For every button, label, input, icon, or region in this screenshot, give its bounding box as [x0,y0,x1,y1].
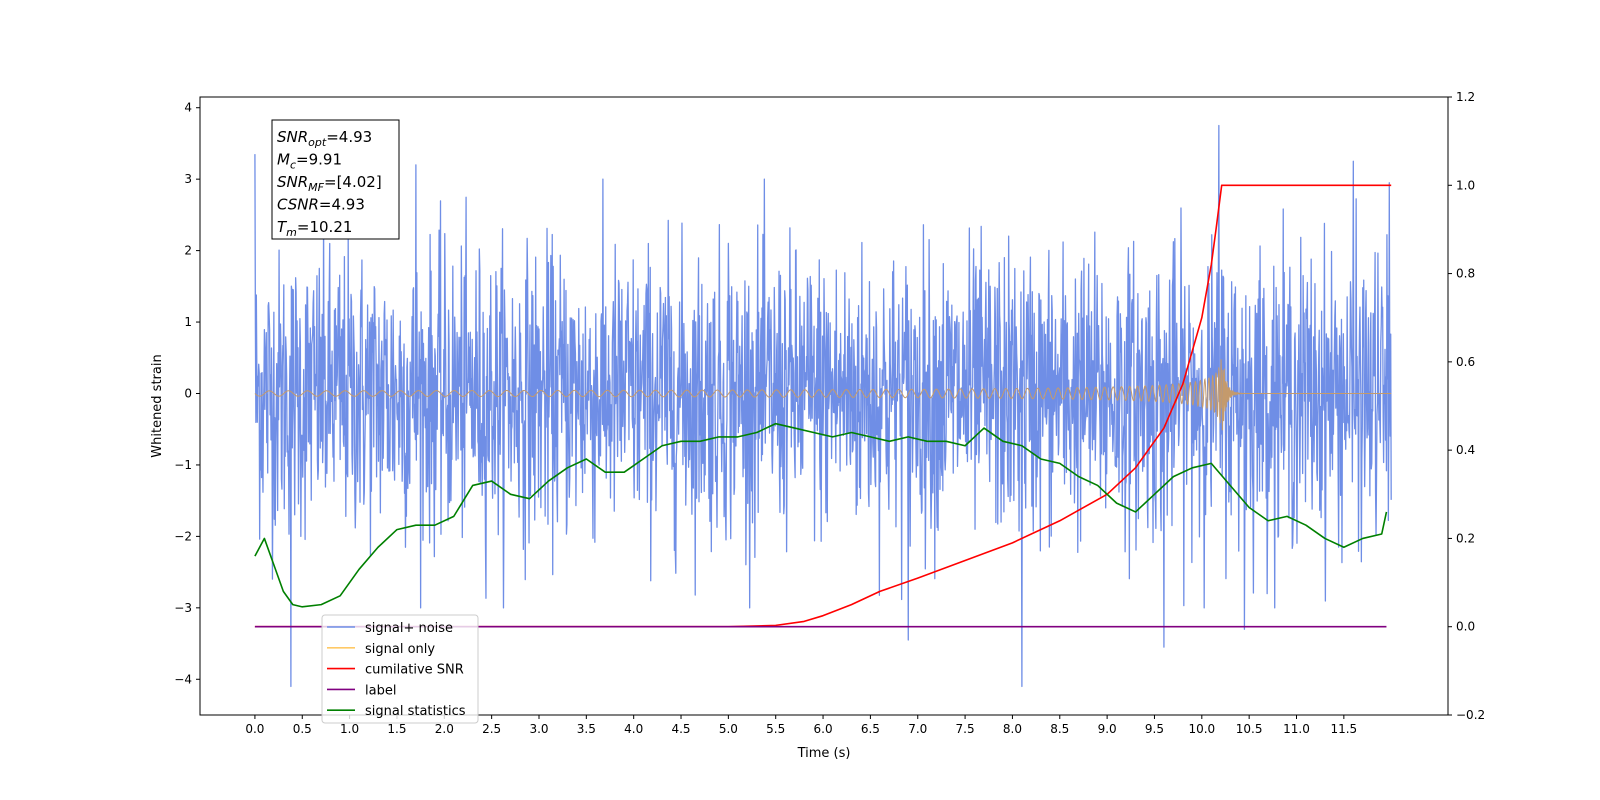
legend-entry: signal+ noise [365,621,453,636]
y-tick-label: −3 [174,601,192,615]
y-tick-label: −4 [174,672,192,686]
annotation-symbol: SNR [277,173,308,191]
x-tick-label: 11.0 [1283,722,1310,736]
annotation-symbol: SNR [277,128,308,146]
x-tick-label: 0.5 [293,722,312,736]
annotation-symbol: T [277,218,288,236]
y-tick-label: 4 [184,101,192,115]
annotation-subscript: opt [308,136,327,149]
x-tick-label: 11.5 [1330,722,1357,736]
x-tick-label: 5.5 [766,722,785,736]
x-tick-label: 8.0 [1003,722,1022,736]
x-axis-label: Time (s) [797,746,851,761]
x-tick-label: 3.5 [577,722,596,736]
x-tick-label: 3.0 [529,722,548,736]
x-tick-label: 10.0 [1188,722,1215,736]
x-tick-label: 7.0 [908,722,927,736]
plot-frame [199,96,1449,716]
x-tick-label: 6.0 [814,722,833,736]
y2-tick-label: 0.4 [1456,443,1475,457]
legend-entry: label [365,683,396,698]
legend-entry: signal statistics [365,704,466,719]
y-tick-label: 3 [184,172,192,186]
annotation-symbol: M [277,151,290,169]
y2-tick-label: 1.0 [1456,178,1475,192]
series-cumulative-snr [254,184,1392,628]
annotation-line: SNRopt=4.93 [277,128,372,149]
annotation-subscript: c [290,159,296,172]
x-tick-label: 10.5 [1236,722,1263,736]
annotation-line: CSNR=4.93 [277,196,365,214]
x-tick-label: 1.0 [340,722,359,736]
annotation-line: Tm=10.21 [277,218,352,239]
y2-tick-label: 1.2 [1456,90,1475,104]
y-tick-label: 2 [184,244,192,258]
y2-tick-label: 0.0 [1456,620,1475,634]
x-tick-label: 9.0 [1098,722,1117,736]
y-tick-label: 0 [184,386,192,400]
annotation-value: =9.91 [296,151,342,169]
x-tick-label: 5.0 [719,722,738,736]
y-tick-label: −1 [174,458,192,472]
y-tick-label: −2 [174,529,192,543]
y2-tick-label: −0.2 [1456,708,1485,722]
x-tick-label: 4.5 [671,722,690,736]
x-tick-label: 9.5 [1145,722,1164,736]
legend-entry: cumilative SNR [365,663,464,678]
x-tick-label: 8.5 [1050,722,1069,736]
annotation-value: =4.93 [319,196,365,214]
annotation-value: =10.21 [297,218,353,236]
y2-tick-label: 0.2 [1456,531,1475,545]
x-tick-label: 4.0 [624,722,643,736]
series-signal-statistics [254,422,1388,608]
y-axis-label: Whitened strain [150,354,165,457]
series-signal-only [254,359,1392,431]
axes: 0.0 0.5 1.0 1.5 2.0 2.5 3.0 3.5 4.0 4.5 5.0 5.5 6.0 6… [150,90,1485,761]
x-tick-label: 7.5 [956,722,975,736]
legend: signal+ noise signal only cumilative SNR la… [321,614,479,724]
annotation-value: =4.93 [326,128,372,146]
x-tick-label: 2.5 [482,722,501,736]
annotation-value: =[4.02] [324,173,382,191]
y2-tick-label: 0.6 [1456,355,1475,369]
y-tick-label: 1 [184,315,192,329]
legend-entry: signal only [365,642,435,657]
x-tick-label: 0.0 [245,722,264,736]
annotation-subscript: MF [308,181,324,194]
annotation-box: SNRopt=4.93Mc=9.91SNRMF=[4.02]CSNR=4.93T… [271,119,400,240]
x-tick-label: 6.5 [861,722,880,736]
x-tick-label: 2.0 [435,722,454,736]
legend-frame [321,614,479,724]
x-tick-label: 1.5 [387,722,406,736]
annotation-frame [271,119,400,240]
annotation-line: Mc=9.91 [277,151,342,172]
annotation-subscript: m [286,226,297,239]
annotation-line: SNRMF=[4.02] [277,173,382,194]
y2-tick-label: 0.8 [1456,267,1475,281]
annotation-symbol: CSNR [277,196,319,214]
